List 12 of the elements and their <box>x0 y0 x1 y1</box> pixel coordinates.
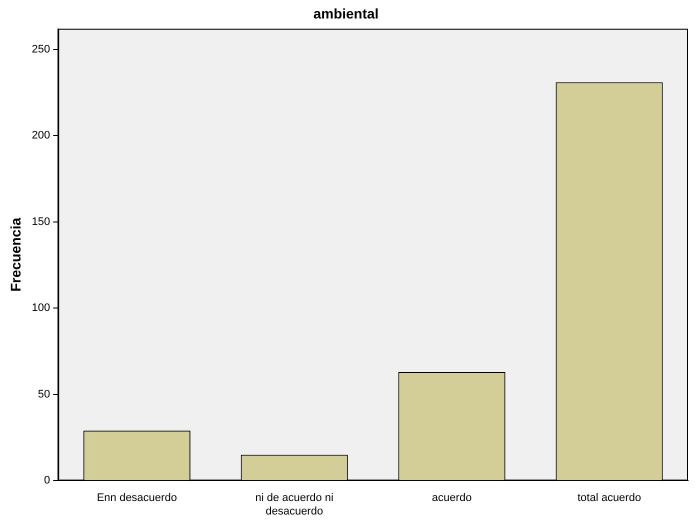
x-tick-label: ni de acuerdo ni desacuerdo <box>255 492 334 518</box>
y-tick-label: 50 <box>38 388 50 400</box>
x-tick-label: Enn desacuerdo <box>96 492 177 504</box>
y-tick-label: 250 <box>32 44 50 56</box>
y-tick-label: 0 <box>44 474 50 487</box>
y-tick-label: 150 <box>32 216 50 228</box>
chart-title: ambiental <box>313 5 379 22</box>
y-tick-label: 200 <box>32 130 50 142</box>
y-tick-label: 100 <box>32 302 50 314</box>
x-tick-label: total acuerdo <box>577 492 642 504</box>
y-axis-title: Frecuencia <box>7 218 24 292</box>
x-tick-label: acuerdo <box>432 492 472 504</box>
